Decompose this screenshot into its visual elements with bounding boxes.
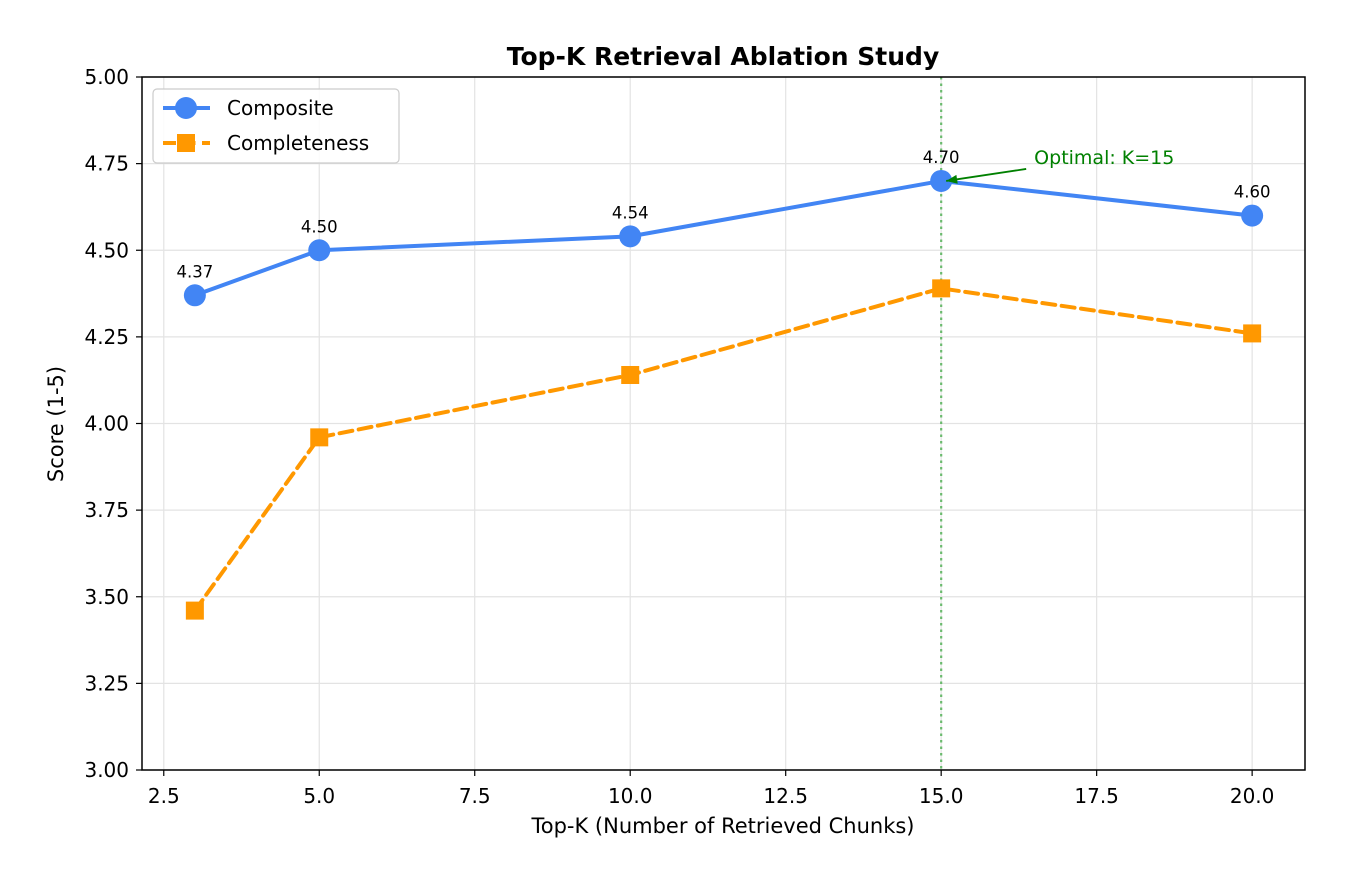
chart-title: Top-K Retrieval Ablation Study [507,42,940,71]
x-tick-label: 12.5 [763,784,808,808]
y-tick-label: 5.00 [84,65,129,89]
y-tick-label: 3.25 [84,671,129,695]
y-tick-label: 3.00 [84,758,129,782]
data-label: 4.50 [301,217,338,236]
composite-point [1241,204,1264,227]
y-tick-label: 4.75 [84,152,129,176]
y-tick-label: 3.75 [84,498,129,522]
x-axis-label: Top-K (Number of Retrieved Chunks) [530,814,914,838]
legend-box [152,88,400,164]
annotation-arrow-line [946,168,1027,182]
x-axis-ticks: 2.5 5.0 7.5 10.0 12.5 15.0 17.5 20.0 [148,770,1275,808]
x-tick-label: 20.0 [1230,784,1275,808]
y-tick-label: 4.50 [84,238,129,262]
annotation-text: Optimal: K=15 [1034,147,1174,169]
completeness-point [310,428,329,447]
x-tick-label: 5.0 [303,784,335,808]
x-tick-label: 10.0 [608,784,653,808]
annotation-arrow-head [946,174,958,184]
composite-point [619,225,642,248]
y-axis-label: Score (1-5) [44,366,68,482]
y-tick-label: 4.00 [84,412,129,436]
x-tick-label: 2.5 [148,784,180,808]
data-label: 4.37 [176,262,213,281]
x-tick-label: 15.0 [919,784,964,808]
x-tick-label: 7.5 [459,784,491,808]
legend-completeness-label: Completeness [227,131,369,155]
data-label: 4.70 [923,148,960,167]
composite-point [308,239,331,262]
y-tick-label: 4.25 [84,325,129,349]
completeness-point [1243,324,1262,343]
legend-completeness-marker [177,134,195,152]
data-label-layer: 4.37 4.50 4.54 4.70 4.60 [176,148,1270,281]
x-tick-label: 17.5 [1074,784,1119,808]
data-label: 4.54 [612,203,649,222]
completeness-point [621,365,640,384]
composite-series-line [192,178,1255,298]
y-tick-label: 3.50 [84,585,129,609]
legend-composite-marker [175,97,197,119]
composite-point [183,284,206,307]
completeness-point [185,601,204,620]
grid [142,76,1305,771]
legend-composite-label: Composite [227,96,334,120]
composite-point [930,169,953,192]
series-layer [183,169,1264,620]
y-axis-ticks: 3.00 3.25 3.50 3.75 4.00 4.25 4.50 4.75 5.00 [84,65,142,782]
completeness-point [932,279,951,298]
legend: Composite Completeness [152,88,400,164]
data-label: 4.60 [1234,183,1271,202]
annotation-layer: Optimal: K=15 [946,147,1174,184]
